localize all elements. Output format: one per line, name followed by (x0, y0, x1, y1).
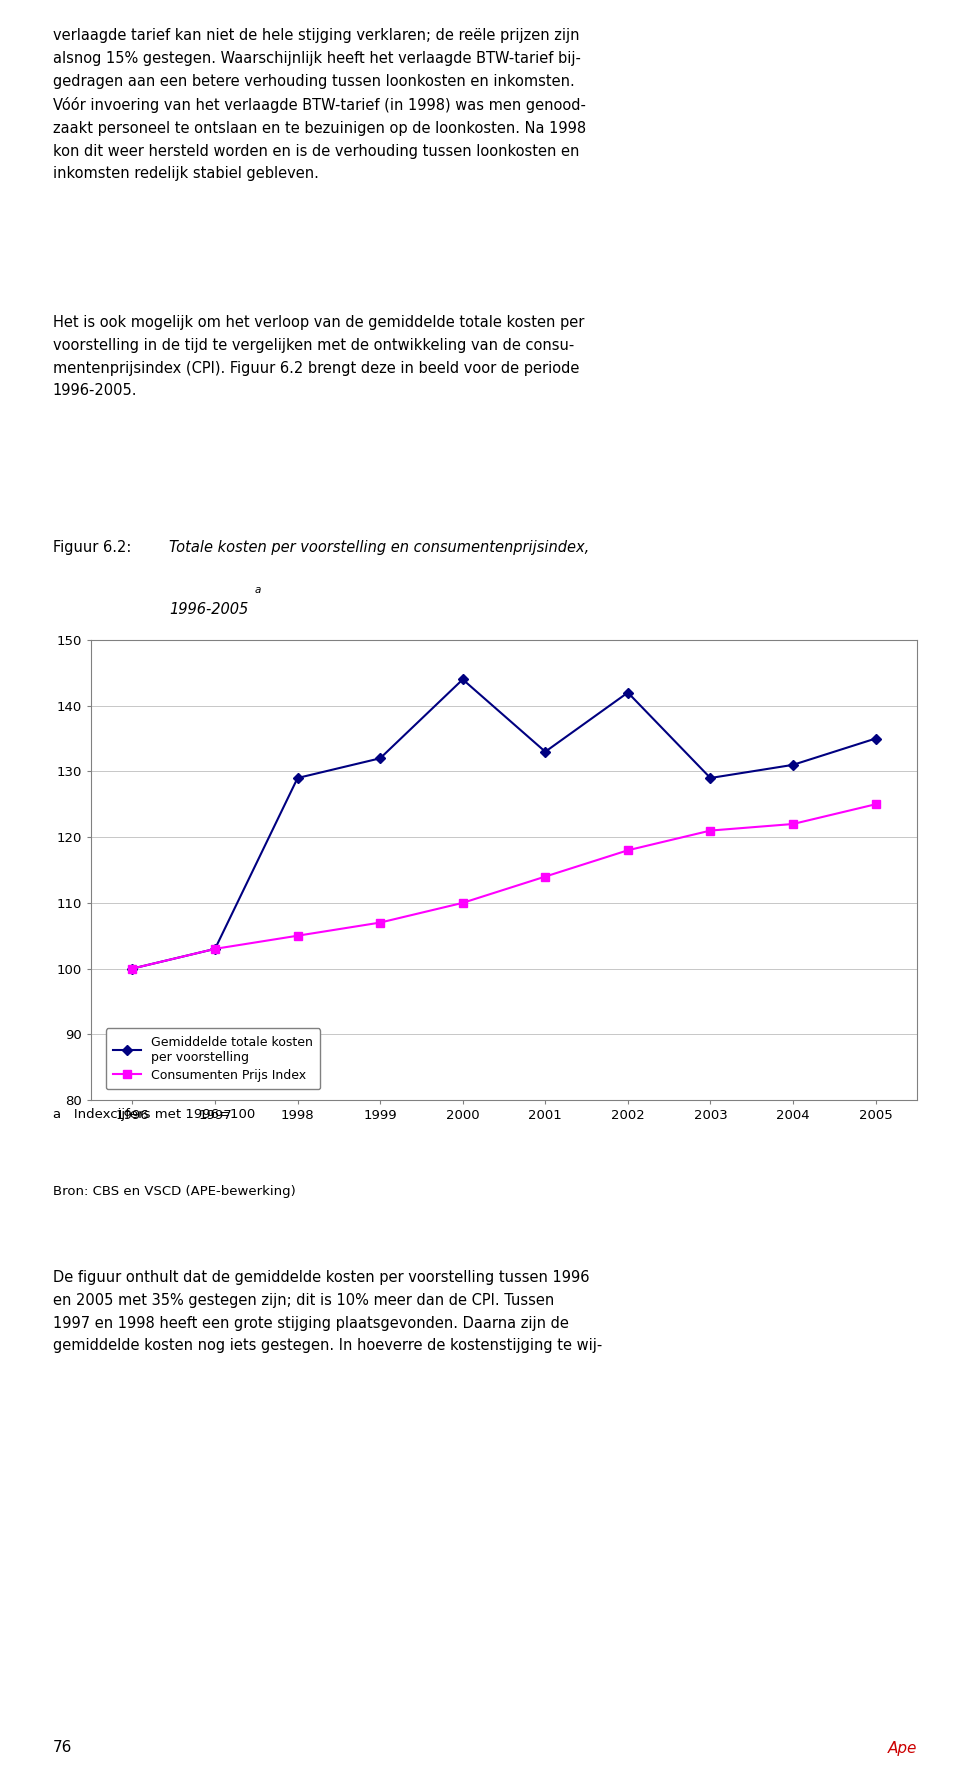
Text: 76: 76 (53, 1741, 72, 1755)
Text: De figuur onthult dat de gemiddelde kosten per voorstelling tussen 1996
en 2005 : De figuur onthult dat de gemiddelde kost… (53, 1270, 602, 1353)
Text: 1996-2005: 1996-2005 (169, 602, 249, 616)
Legend: Gemiddelde totale kosten
per voorstelling, Consumenten Prijs Index: Gemiddelde totale kosten per voorstellin… (106, 1029, 320, 1089)
Text: Ape: Ape (887, 1741, 917, 1755)
Text: verlaagde tarief kan niet de hele stijging verklaren; de reële prijzen zijn
alsn: verlaagde tarief kan niet de hele stijgi… (53, 28, 586, 181)
Text: Totale kosten per voorstelling en consumentenprijsindex,: Totale kosten per voorstelling en consum… (169, 540, 589, 554)
Text: Bron: CBS en VSCD (APE-bewerking): Bron: CBS en VSCD (APE-bewerking) (53, 1185, 296, 1197)
Text: Figuur 6.2:: Figuur 6.2: (53, 540, 132, 554)
Text: a: a (254, 584, 260, 595)
Text: Het is ook mogelijk om het verloop van de gemiddelde totale kosten per
voorstell: Het is ook mogelijk om het verloop van d… (53, 315, 585, 398)
Text: a   Indexcijfers met 1996=100: a Indexcijfers met 1996=100 (53, 1109, 255, 1121)
